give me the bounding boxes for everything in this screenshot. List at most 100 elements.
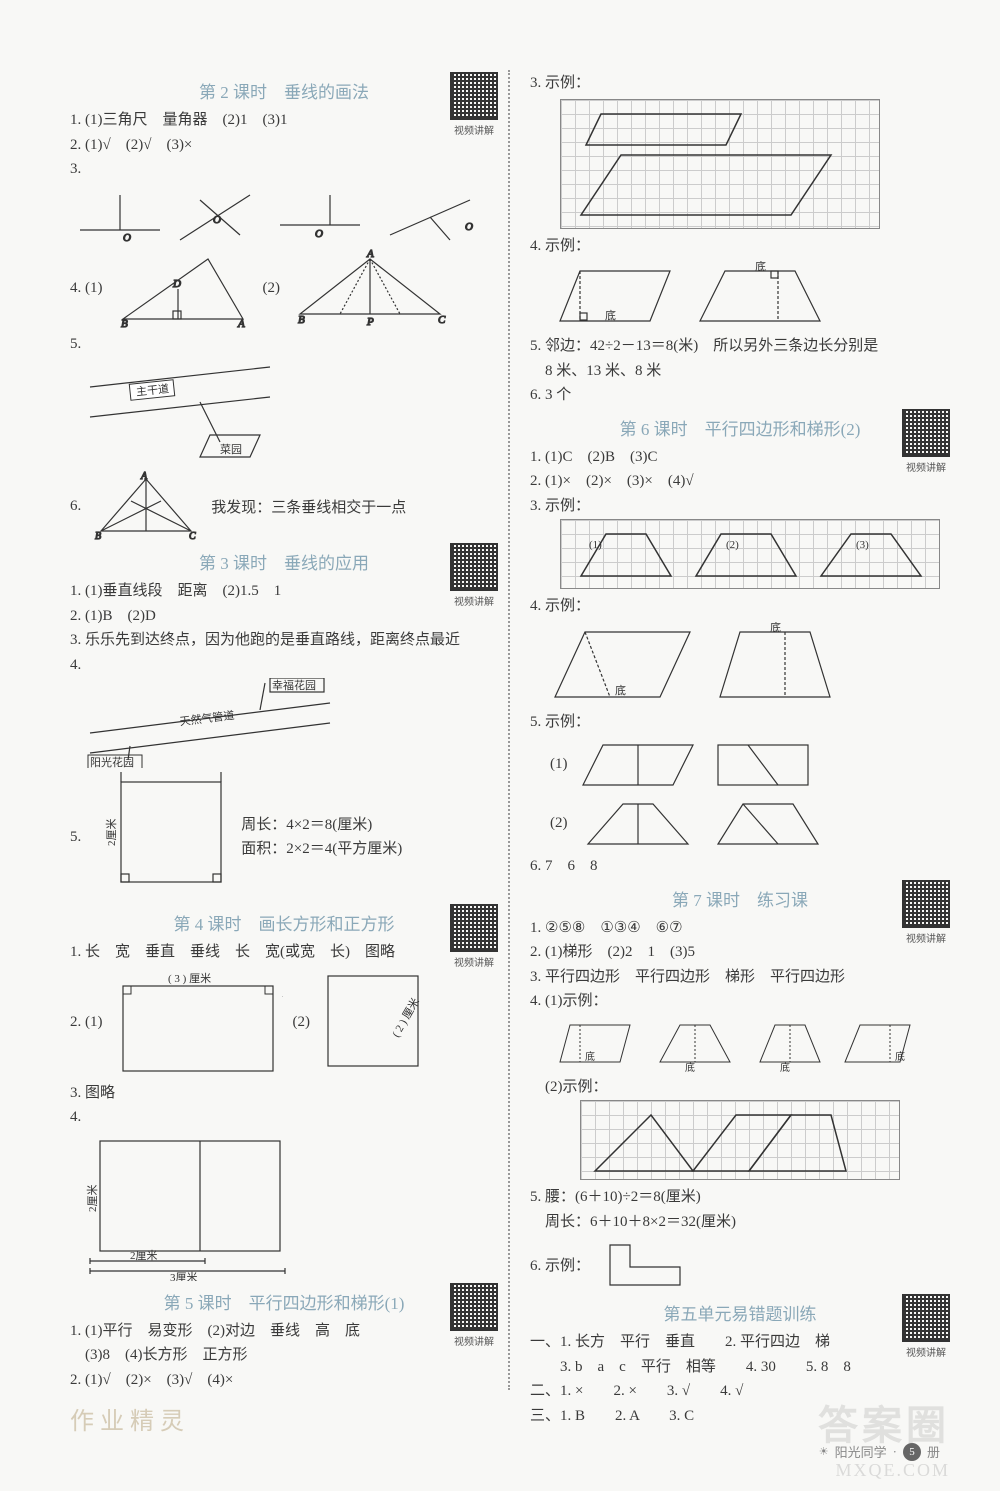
r-top-5b: 8 米、13 米、8 米	[530, 360, 950, 383]
lesson-5-header: 第 5 课时 平行四边形和梯形(1) 视频讲解	[70, 1289, 498, 1314]
qr-icon	[902, 880, 950, 928]
r7-4: 4. (1)示例：	[530, 990, 950, 1013]
l2-6-text: 我发现：三条垂线相交于一点	[211, 496, 406, 517]
l3-1: 1. (1)垂直线段 距离 (2)1.5 1	[70, 580, 498, 603]
svg-text:底: 底	[780, 1061, 790, 1072]
r-top-6: 6. 3 个	[530, 384, 950, 407]
l4-1: 1. 长 宽 垂直 垂线 长 宽(或宽 长) 图略	[70, 941, 498, 964]
qr-label: 视频讲解	[450, 954, 498, 969]
l4-2-2: (2)	[293, 1014, 311, 1031]
r7-4-diag: 底 底 底 底	[530, 1017, 950, 1072]
u5-1b: 3. b a c 平行 相等 4. 30 5. 8 8	[530, 1356, 950, 1379]
r6-4: 4. 示例：	[530, 595, 950, 618]
l2-4-1: 4. (1)	[70, 280, 103, 297]
svg-text:A: A	[366, 249, 374, 260]
l2-3: 3.	[70, 158, 498, 181]
r6-5-diag: (1) (2)	[530, 737, 950, 851]
svg-text:O: O	[213, 214, 221, 226]
svg-text:O: O	[465, 221, 473, 233]
l3-4: 4.	[70, 654, 498, 677]
r6-5-n2: (2)	[550, 815, 568, 832]
r7-5b: 周长：6＋10＋8×2＝32(厘米)	[530, 1211, 950, 1234]
r7-6-row: 6. 示例：	[530, 1237, 950, 1292]
qr-icon	[450, 72, 498, 120]
r7-6: 6. 示例：	[530, 1254, 590, 1275]
svg-text:B: B	[121, 318, 128, 329]
qr-label: 视频讲解	[902, 459, 950, 474]
svg-text:3厘米: 3厘米	[170, 1271, 198, 1281]
svg-text:阳光花园: 阳光花园	[90, 755, 134, 768]
l4-2-1: 2. (1)	[70, 1014, 103, 1031]
watermark-url: MXQE.COM	[835, 1460, 950, 1481]
l3-5-t1: 周长：4×2＝8(厘米)	[241, 814, 402, 837]
svg-text:(1): (1)	[589, 539, 602, 551]
l5-1b: (3)8 (4)长方形 正方形	[70, 1344, 498, 1367]
l2-1: 1. (1)三角尺 量角器 (2)1 (3)1	[70, 109, 498, 132]
r6-4-diag: 底 底	[530, 622, 950, 707]
svg-text:( 2 ) 厘米: ( 2 ) 厘米	[282, 990, 283, 1033]
lesson-4-title: 第 4 课时 画长方形和正方形	[174, 915, 395, 934]
svg-text:C: C	[438, 314, 446, 326]
svg-text:A: A	[140, 471, 148, 482]
right-column: 3. 示例： 4. 示例： 底	[510, 70, 960, 1390]
l3-2: 2. (1)B (2)D	[70, 605, 498, 628]
svg-text:O: O	[123, 232, 131, 244]
r7-3: 3. 平行四边形 平行四边形 梯形 平行四边形	[530, 966, 950, 989]
lesson-6-title: 第 6 课时 平行四边形和梯形(2)	[620, 420, 861, 439]
watermark: 答案圈	[818, 1393, 950, 1451]
svg-text:2厘米: 2厘米	[130, 1249, 158, 1262]
svg-text:D: D	[172, 278, 181, 290]
svg-text:O: O	[315, 228, 323, 240]
qr-label: 视频讲解	[902, 1344, 950, 1359]
l3-5-t2: 面积：2×2＝4(平方厘米)	[241, 838, 402, 861]
l3-diagram-4: 幸福花园 天然气管道 阳光花园	[70, 678, 390, 768]
r-top-5: 5. 邻边：42÷2－13＝8(米) 所以另外三条边长分别是	[530, 335, 950, 358]
u5-1: 一、1. 长方 平行 垂直 2. 平行四边 梯	[530, 1331, 950, 1354]
svg-text:2厘米: 2厘米	[86, 1184, 99, 1212]
svg-text:P: P	[366, 316, 374, 328]
r6-3: 3. 示例：	[530, 495, 950, 518]
left-column: 第 2 课时 垂线的画法 视频讲解 1. (1)三角尺 量角器 (2)1 (3)…	[60, 70, 510, 1390]
r6-5-n1: (1)	[550, 756, 568, 773]
l5-1: 1. (1)平行 易变形 (2)对边 垂线 高 底	[70, 1320, 498, 1343]
l2-diagram-5: 主干道 菜园	[70, 357, 330, 467]
r6-2: 2. (1)× (2)× (3)× (4)√	[530, 470, 950, 493]
lesson-5-title: 第 5 课时 平行四边形和梯形(1)	[164, 1294, 405, 1313]
svg-text:底: 底	[585, 1050, 595, 1063]
r6-6: 6. 7 6 8	[530, 855, 950, 878]
qr-label: 视频讲解	[450, 122, 498, 137]
r-top-grid	[560, 99, 880, 229]
l2-5: 5.	[70, 333, 498, 356]
svg-text:幸福花园: 幸福花园	[272, 678, 316, 692]
svg-text:天然气管道: 天然气管道	[179, 708, 235, 729]
r6-grid: (1) (2) (3)	[560, 519, 940, 589]
l3-5: 5.	[70, 829, 81, 846]
svg-text:底: 底	[895, 1050, 905, 1063]
l4-4: 4.	[70, 1106, 498, 1129]
unit5-header: 第五单元易错题训练 视频讲解	[530, 1300, 950, 1325]
r-top-4: 4. 示例：	[530, 235, 950, 258]
r7-5: 5. 腰：(6＋10)÷2＝8(厘米)	[530, 1186, 950, 1209]
svg-text:(2): (2)	[726, 539, 739, 551]
r7-4b: (2)示例：	[530, 1076, 950, 1099]
r6-1: 1. (1)C (2)B (3)C	[530, 446, 950, 469]
unit5-title: 第五单元易错题训练	[664, 1305, 817, 1324]
svg-text:(3): (3)	[856, 539, 869, 551]
svg-text:( 2 ) 厘米: ( 2 ) 厘米	[389, 995, 422, 1039]
l4-2-row: 2. (1) ( 3 ) 厘米 ( 2 ) 厘米 (2) ( 2 ) 厘米	[70, 968, 498, 1078]
l2-4-2: (2)	[263, 280, 281, 297]
lesson-6-header: 第 6 课时 平行四边形和梯形(2) 视频讲解	[530, 415, 950, 440]
l5-2: 2. (1)√ (2)× (3)√ (4)×	[70, 1369, 498, 1392]
qr-label: 视频讲解	[450, 1333, 498, 1348]
l2-diagram-3: O O O O	[70, 185, 498, 245]
qr-icon	[902, 1294, 950, 1342]
svg-text:C: C	[189, 531, 196, 541]
l3-3: 3. 乐乐先到达终点，因为他跑的是垂直路线，距离终点最近	[70, 629, 498, 652]
l2-6-row: 6. A B C 我发现：三条垂线相交于一点	[70, 471, 498, 541]
faint-watermark: 作业精灵	[70, 1401, 498, 1436]
svg-text:2厘米: 2厘米	[105, 819, 118, 847]
r7-grid	[580, 1100, 900, 1180]
lesson-2-title: 第 2 课时 垂线的画法	[199, 83, 369, 102]
l4-3: 3. 图略	[70, 1082, 498, 1105]
lesson-7-title: 第 7 课时 练习课	[672, 891, 808, 910]
